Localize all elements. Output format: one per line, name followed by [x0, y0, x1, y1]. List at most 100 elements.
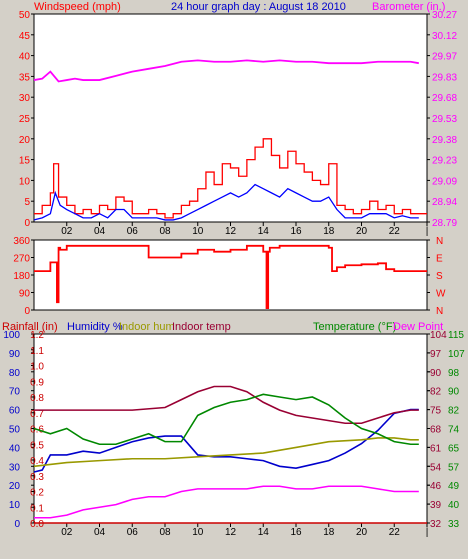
temperature-axis-b-label: 98	[448, 368, 460, 379]
rainfall-axis-label: 0.9	[30, 377, 44, 388]
windspeed-axis-label: 10	[19, 176, 31, 187]
temperature-axis-a-label: 39	[430, 500, 442, 511]
hour-axis-bottom-label: 14	[258, 527, 270, 538]
windspeed-mph-series-line	[34, 138, 427, 219]
hour-axis-bottom-label: 02	[61, 527, 73, 538]
hour-axis-bottom-label: 16	[290, 527, 302, 538]
hour-axis-top-label: 08	[159, 226, 171, 237]
barometer-axis-label: 29.53	[432, 114, 457, 125]
humidity-axis-title: Humidity %	[67, 321, 123, 333]
windspeed-axis-label: 40	[19, 52, 31, 63]
barometer-axis-label: 29.09	[432, 176, 457, 187]
hour-axis-top-label: 18	[323, 226, 335, 237]
temperature-axis-b-label: 65	[448, 443, 460, 454]
windspeed-axis-label: 25	[19, 114, 31, 125]
barometer-axis-title: Barometer (in.)	[372, 1, 446, 13]
temperature-f-series-line	[33, 393, 419, 446]
humidity-axis-label: 40	[9, 443, 21, 454]
windspeed-axis-label: 20	[19, 135, 31, 146]
humidity-axis-label: 70	[9, 387, 21, 398]
humidity-axis-label: 30	[9, 462, 21, 473]
barometer-axis-label: 28.94	[432, 197, 457, 208]
rainfall-axis-label: 0.1	[30, 503, 44, 514]
humidity-axis-label: 10	[9, 500, 21, 511]
windspeed-axis-title: Windspeed (mph)	[34, 1, 121, 13]
hour-axis-bottom-label: 22	[389, 527, 401, 538]
temperature-axis-a-label: 97	[430, 349, 442, 360]
temperature-axis-b-label: 49	[448, 481, 460, 492]
hour-axis-bottom-label: 08	[159, 527, 171, 538]
hour-axis-top-label: 12	[225, 226, 237, 237]
rainfall-axis-title: Rainfall (in)	[2, 321, 58, 333]
hour-axis-bottom-label: 04	[94, 527, 106, 538]
indoor-temp-axis-title: Indoor temp	[172, 321, 231, 333]
temperature-axis-b-label: 33	[448, 519, 460, 530]
temperature-axis-b-label: 40	[448, 500, 460, 511]
rainfall-axis-label: 0.2	[30, 488, 44, 499]
hour-axis-bottom-label: 18	[323, 527, 335, 538]
rainfall-axis-label: 1.1	[30, 346, 44, 357]
windspeed-axis-label: 45	[19, 31, 31, 42]
temperature-axis-a-label: 104	[430, 330, 447, 341]
windspeed-axis-label: 50	[19, 10, 31, 21]
windspeed-axis-label: 35	[19, 72, 31, 83]
hour-axis-top-label: |	[426, 226, 429, 237]
wind-direction-axis-label: 270	[13, 254, 30, 265]
chart-title: 24 hour graph day : August 18 2010	[171, 1, 346, 13]
rainfall-axis-label: 0.0	[30, 519, 44, 530]
humidity-axis-label: 20	[9, 481, 21, 492]
wind-direction-axis-label: 0	[24, 306, 30, 317]
hour-axis-top-label: 02	[61, 226, 73, 237]
hour-axis-bottom-label: 06	[127, 527, 139, 538]
indoor-temp-series-line	[34, 385, 419, 425]
temperature-axis-a-label: 90	[430, 368, 442, 379]
humidity-axis-label: 100	[3, 330, 20, 341]
wind-direction-axis-label: 180	[13, 271, 30, 282]
hour-axis-top-label: 20	[356, 226, 368, 237]
humidity-axis-label: 60	[9, 406, 21, 417]
barometer-axis-label: 29.23	[432, 156, 457, 167]
rainfall-axis-label: 0.8	[30, 393, 44, 404]
temperature-axis-a-label: 75	[430, 406, 442, 417]
barometer-axis-label: 29.68	[432, 93, 457, 104]
humidity-axis-label: 0	[14, 519, 20, 530]
rainfall-axis-label: 1.0	[30, 362, 44, 373]
hour-axis-bottom-label: 20	[356, 527, 368, 538]
barometer-axis-label: 29.97	[432, 52, 457, 63]
barometer-axis-label: 29.83	[432, 72, 457, 83]
temperature-axis-b-label: 90	[448, 387, 460, 398]
windspeed-axis-label: 5	[24, 197, 30, 208]
barometer-axis-label: 30.12	[432, 31, 457, 42]
temperature-axis-a-label: 82	[430, 387, 442, 398]
temperature-axis-b-label: 107	[448, 349, 465, 360]
humidity-axis-label: 90	[9, 349, 21, 360]
temperature-axis-a-label: 54	[430, 462, 442, 473]
humidity-axis-label: 80	[9, 368, 21, 379]
hour-axis-top-label: 10	[192, 226, 204, 237]
wind-direction-series-line	[34, 244, 427, 309]
compass-axis-label: S	[436, 271, 443, 282]
compass-axis-label: W	[436, 289, 446, 300]
temperature-axis-title: Temperature (°F)	[313, 321, 397, 333]
hour-axis-bottom-label: 12	[225, 527, 237, 538]
hour-axis-top-label: 14	[258, 226, 270, 237]
temperature-axis-a-label: 46	[430, 481, 442, 492]
windspeed-axis-label: 0	[24, 218, 30, 229]
temperature-axis-a-label: 32	[430, 519, 442, 530]
dew-point-axis-title: Dew Point	[393, 321, 444, 333]
hour-axis-top-label: 06	[127, 226, 139, 237]
compass-axis-label: N	[436, 236, 443, 247]
hour-axis-top-label: 16	[290, 226, 302, 237]
rainfall-axis-label: 1.2	[30, 330, 44, 341]
indoor-hum-axis-title: Indoor hum	[119, 321, 175, 333]
compass-axis-label: E	[436, 254, 443, 265]
barometer-axis-label: 30.27	[432, 10, 457, 21]
temperature-axis-a-label: 68	[430, 425, 442, 436]
windspeed-axis-label: 30	[19, 93, 31, 104]
average-wind-series-line	[33, 183, 419, 221]
humidity-axis-label: 50	[9, 425, 21, 436]
temperature-axis-b-label: 57	[448, 462, 460, 473]
hour-axis-bottom-label: 10	[192, 527, 204, 538]
humidity-series-line	[33, 408, 419, 473]
